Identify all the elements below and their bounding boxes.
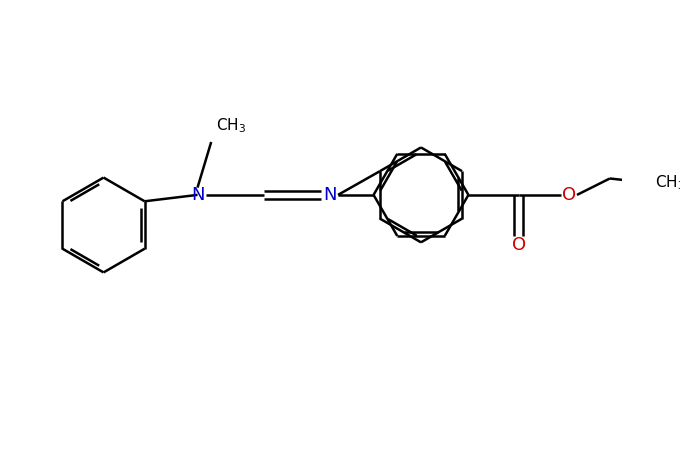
Text: O: O <box>511 236 526 254</box>
Text: CH$_3$: CH$_3$ <box>656 174 680 193</box>
Text: CH$_3$: CH$_3$ <box>216 116 246 135</box>
Text: N: N <box>191 186 204 204</box>
Text: O: O <box>562 186 576 204</box>
Text: N: N <box>323 186 337 204</box>
